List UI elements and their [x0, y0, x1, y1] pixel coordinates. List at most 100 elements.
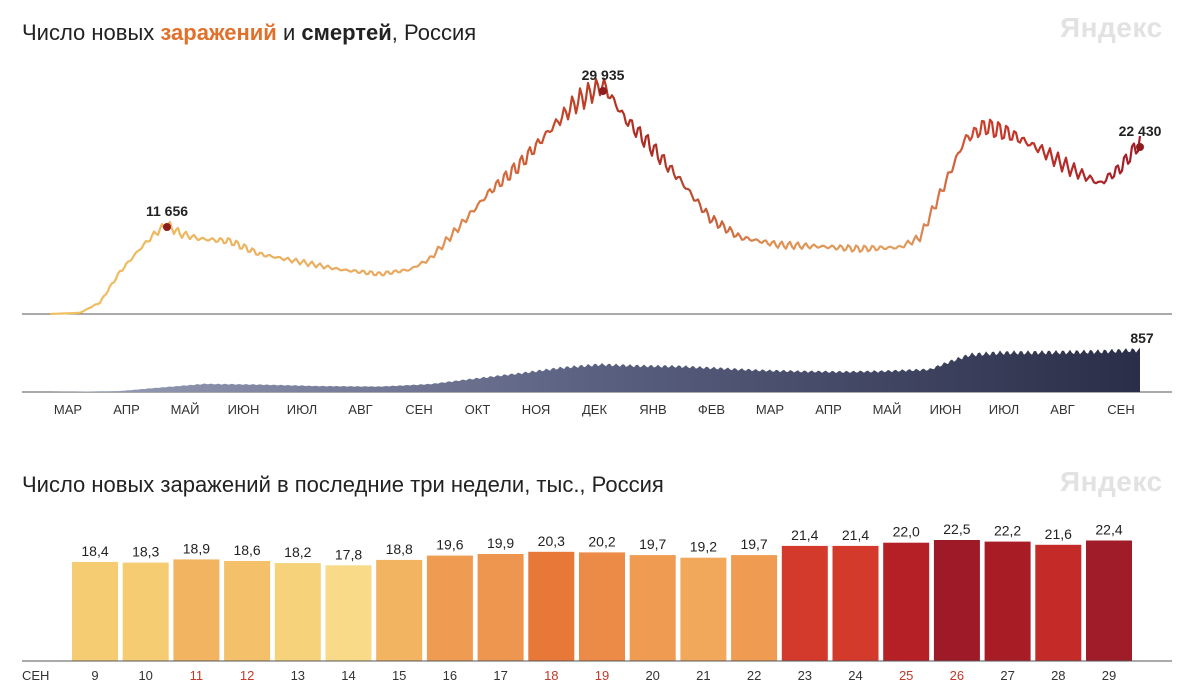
month-tick-label: ОКТ: [465, 402, 491, 417]
month-tick-label: АПР: [815, 402, 842, 417]
bar-day-label: 27: [1000, 668, 1014, 683]
bar-value-label: 20,3: [538, 533, 565, 549]
bar-day-17: [477, 554, 524, 661]
title-prefix: Число новых: [22, 20, 161, 45]
annotation-label-peak-dec-2020: 29 935: [582, 67, 625, 83]
annotation-dot-peak-dec-2020: [599, 87, 607, 95]
bar-day-label: 20: [645, 668, 659, 683]
bar-day-label: 10: [138, 668, 152, 683]
bar-day-label: 9: [91, 668, 98, 683]
bar-day-21: [680, 557, 727, 661]
bar-value-label: 22,4: [1095, 522, 1122, 538]
yandex-watermark-top: Яндекс: [1060, 12, 1163, 43]
bar-day-label: 24: [848, 668, 862, 683]
bar-value-label: 21,4: [791, 527, 818, 543]
bar-day-label: 13: [291, 668, 305, 683]
bar-day-27: [984, 541, 1031, 661]
month-tick-label: МАР: [756, 402, 784, 417]
bar-value-label: 22,2: [994, 523, 1021, 539]
bar-value-label: 18,8: [386, 541, 413, 557]
bar-value-label: 18,2: [284, 544, 311, 560]
bar-day-13: [274, 563, 321, 661]
bar-day-26: [933, 540, 980, 661]
yandex-watermark-bottom: Яндекс: [1060, 466, 1163, 497]
bar-day-25: [883, 542, 930, 661]
bar-value-label: 18,6: [233, 542, 260, 558]
bar-day-18: [528, 551, 575, 661]
month-tick-label: МАР: [54, 402, 82, 417]
annotation-dot-latest-sep-2021: [1136, 143, 1144, 151]
bar-day-label: 23: [798, 668, 812, 683]
month-tick-label: НОЯ: [522, 402, 551, 417]
month-tick-label: ИЮЛ: [989, 402, 1019, 417]
bar-value-label: 22,5: [943, 521, 970, 537]
month-tick-label: ИЮН: [930, 402, 962, 417]
bar-day-label: 11: [190, 668, 204, 683]
bar-value-label: 18,9: [183, 540, 210, 556]
bar-day-16: [426, 555, 473, 661]
month-tick-label: ИЮН: [228, 402, 260, 417]
bar-day-label: 29: [1102, 668, 1116, 683]
bar-value-label: 17,8: [335, 546, 362, 562]
bar-day-label: 14: [341, 668, 355, 683]
month-tick-label: МАЙ: [873, 402, 902, 417]
bar-value-label: 21,6: [1045, 526, 1072, 542]
bar-day-label: 21: [696, 668, 710, 683]
bar-value-label: 22,0: [893, 524, 920, 540]
month-tick-label: ИЮЛ: [287, 402, 317, 417]
bar-value-label: 19,7: [639, 536, 666, 552]
bar-day-29: [1086, 540, 1132, 661]
bar-day-28: [1035, 544, 1082, 661]
bar-day-label: 22: [747, 668, 761, 683]
month-tick-label: ДЕК: [582, 402, 607, 417]
bar-day-9: [72, 562, 118, 661]
bar-day-22: [731, 555, 778, 661]
annotation-dot-peak-may-2020: [163, 223, 171, 231]
bar-month-label: СЕН: [22, 668, 49, 683]
bar-value-label: 19,9: [487, 535, 514, 551]
bar-value-label: 20,2: [588, 533, 615, 549]
month-tick-label: АВГ: [348, 402, 372, 417]
bottom-chart-title: Число новых заражений в последние три не…: [22, 472, 664, 497]
annotation-label-latest-sep-2021: 22 430: [1119, 123, 1162, 139]
month-tick-label: СЕН: [405, 402, 432, 417]
bar-day-10: [122, 562, 169, 661]
month-tick-label: СЕН: [1107, 402, 1134, 417]
bar-day-label: 17: [493, 668, 507, 683]
three-weeks-bar-chart: 18,4 9 18,3 10 18,9 11 18,6 12 18,2 13 17,8 14 18,8 1…: [22, 521, 1172, 683]
bar-day-label: 26: [950, 668, 964, 683]
infections-deaths-chart: 11 656 29 935 22 430 857 МАР АПР МАЙ ИЮН ИЮЛ АВГ…: [22, 67, 1172, 417]
deaths-latest-label: 857: [1130, 330, 1154, 346]
deaths-series-area: [50, 347, 1140, 392]
bar-value-label: 19,2: [690, 539, 717, 555]
bar-value-label: 19,7: [740, 536, 767, 552]
bar-day-15: [376, 559, 423, 661]
top-chart-title: Число новых заражений и смертей, Россия: [22, 20, 476, 46]
bar-day-11: [173, 559, 220, 661]
infections-series-line: [49, 77, 1142, 316]
bar-day-24: [832, 545, 879, 661]
bar-day-label: 18: [544, 668, 558, 683]
annotation-label-peak-may-2020: 11 656: [146, 203, 188, 219]
bar-day-20: [629, 555, 676, 661]
bar-day-label: 25: [899, 668, 913, 683]
title-deaths: смертей: [301, 20, 392, 45]
bar-day-label: 15: [392, 668, 406, 683]
month-tick-label: АВГ: [1050, 402, 1074, 417]
bar-day-23: [781, 545, 828, 661]
title-mid: и: [276, 20, 302, 45]
bar-value-label: 18,4: [81, 543, 108, 559]
title-infections: заражений: [160, 20, 277, 45]
bar-day-19: [579, 552, 625, 661]
bar-value-label: 21,4: [842, 527, 869, 543]
bar-day-label: 19: [595, 668, 609, 683]
bar-day-12: [224, 561, 271, 661]
month-tick-label: ФЕВ: [698, 402, 725, 417]
month-tick-label: МАЙ: [171, 402, 200, 417]
bar-day-14: [325, 565, 372, 661]
bar-day-label: 12: [240, 668, 254, 683]
month-tick-label: АПР: [113, 402, 140, 417]
title-suffix: , Россия: [391, 20, 477, 45]
bar-day-label: 16: [443, 668, 457, 683]
bar-value-label: 18,3: [132, 544, 159, 560]
